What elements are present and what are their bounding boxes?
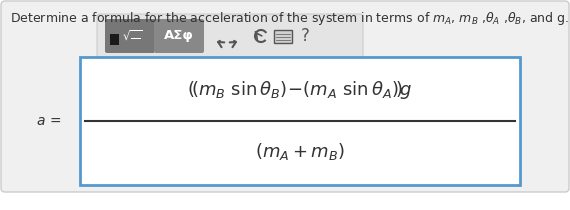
FancyBboxPatch shape	[1, 1, 569, 192]
Text: $\left(m_A+m_B\right)$: $\left(m_A+m_B\right)$	[255, 142, 345, 163]
FancyBboxPatch shape	[154, 19, 204, 53]
Text: AΣφ: AΣφ	[164, 29, 194, 42]
Text: $a\,=$: $a\,=$	[36, 114, 62, 128]
Bar	[110, 34, 119, 45]
FancyBboxPatch shape	[105, 19, 155, 53]
Text: ?: ?	[300, 27, 310, 45]
FancyBboxPatch shape	[97, 14, 363, 58]
FancyBboxPatch shape	[274, 30, 292, 43]
Text: $\left(\!\left(m_B\ \sin\theta_B\right)\!-\!\left(m_A\ \sin\theta_A\right)\!\rig: $\left(\!\left(m_B\ \sin\theta_B\right)\…	[188, 79, 413, 101]
FancyBboxPatch shape	[80, 57, 520, 185]
Text: $\sqrt{\overline{\ \ }}$: $\sqrt{\overline{\ \ }}$	[122, 30, 142, 44]
Text: Determine a formula for the acceleration of the system in terms of $m_A$, $m_B$ : Determine a formula for the acceleration…	[10, 10, 569, 27]
